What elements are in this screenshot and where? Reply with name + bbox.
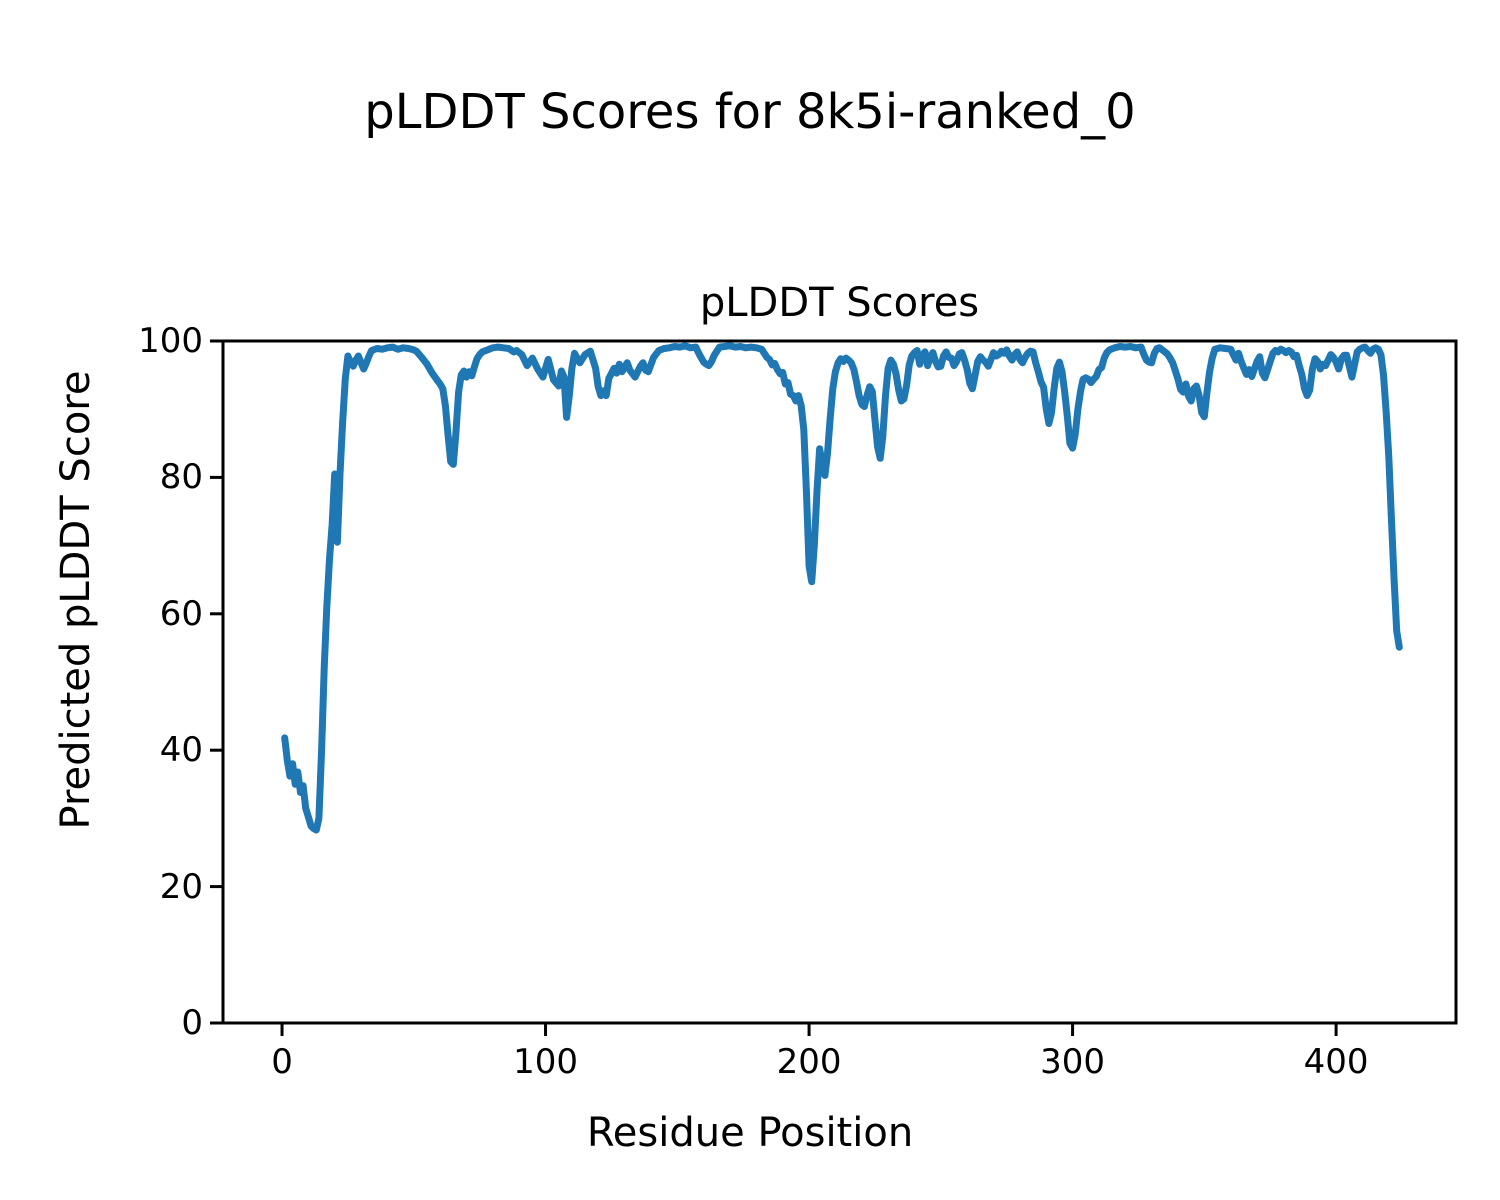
y-tick-label: 0 [181,1003,203,1043]
y-tick-label: 100 [138,321,203,361]
x-tick-label: 400 [1303,1042,1369,1082]
figure-title: pLDDT Scores for 8k5i-ranked_0 [364,84,1136,140]
axes-title: pLDDT Scores [699,280,980,326]
x-tick-label: 100 [513,1042,578,1082]
plddt-line-series [281,342,1403,834]
x-axis-label: Residue Position [586,1110,914,1156]
x-tick-label: 0 [271,1042,293,1082]
y-tick-label: 20 [159,866,203,907]
y-tick-label: 40 [159,730,203,771]
x-tick-label: 200 [776,1042,842,1082]
y-tick-label: 80 [159,457,203,498]
tick-marks [210,339,1338,1036]
y-tick-label: 60 [159,593,203,634]
x-tick-label: 300 [1040,1042,1106,1082]
axes-spines [221,339,1458,1025]
